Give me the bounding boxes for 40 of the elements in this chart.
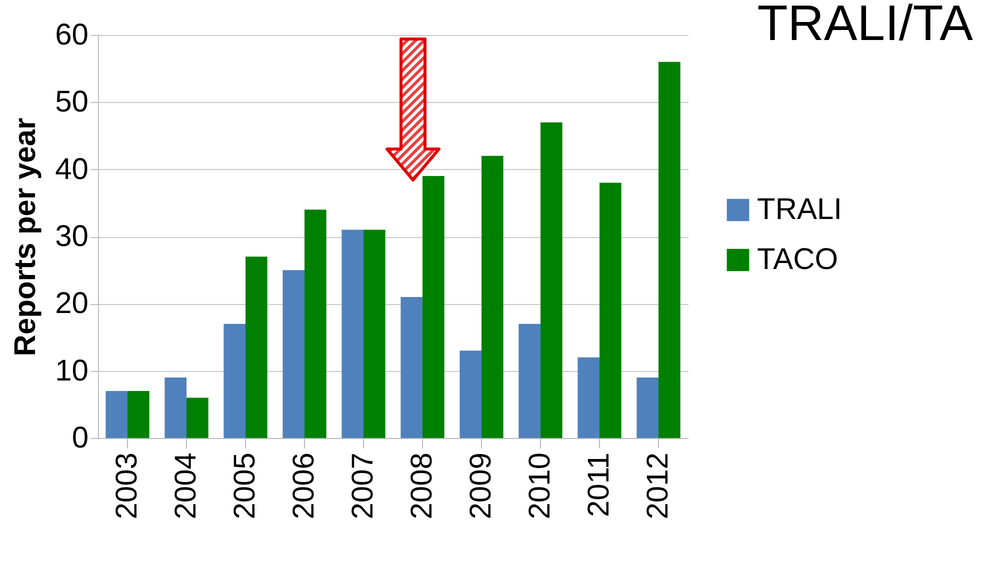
bar [186,398,208,438]
y-tick-label: 50 [55,86,88,119]
bar [636,378,658,438]
bar [460,350,482,438]
bar [164,378,186,438]
y-tick-label: 20 [55,287,88,320]
y-tick-label: 10 [55,354,88,388]
bar [304,210,326,438]
bar [342,230,364,438]
y-tick-label: 40 [55,152,88,186]
bar [540,122,562,438]
x-tick-label: 2011 [582,452,616,518]
bar [658,62,680,438]
x-tick-label: 2005 [228,452,262,520]
x-tick-label: 2012 [642,452,674,520]
bar [128,390,150,438]
text: TRALI/TA [757,0,974,51]
bar [482,156,504,438]
bar [246,256,268,438]
legend-label: TRALI [757,193,842,226]
x-tick-label: 2003 [110,452,144,520]
bar [400,296,422,438]
x-tick-label: 2007 [346,452,380,520]
y-tick-label: 60 [55,18,88,52]
bar [224,324,246,438]
bar [578,357,600,438]
legend-label: TACO [757,243,838,276]
bar [282,270,304,438]
bar [600,182,622,438]
bar [518,324,540,438]
x-tick-label: 2009 [464,452,498,520]
y-tick-label: 0 [72,422,88,454]
x-tick-label: 2004 [170,452,202,520]
y-axis-title: Reports per year [9,117,42,356]
y-tick-label: 30 [55,220,88,253]
x-tick-label: 2006 [288,452,320,520]
x-tick-label: 2010 [524,452,556,520]
bar [106,390,128,438]
bar [364,230,386,438]
x-tick-label: 2008 [406,452,438,520]
